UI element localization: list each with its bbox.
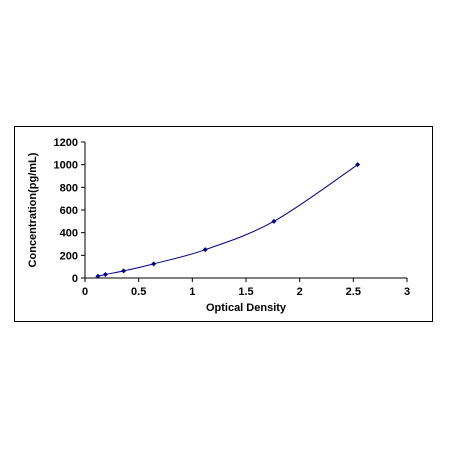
data-point <box>102 271 108 277</box>
y-axis-title: Concentration(pg/mL) <box>27 152 39 267</box>
x-tick-label: 3 <box>404 286 410 298</box>
data-point <box>355 162 361 168</box>
x-axis-title: Optical Density <box>206 302 287 314</box>
fitted-curve <box>97 164 358 277</box>
data-point <box>121 268 127 274</box>
data-point <box>202 247 208 253</box>
x-tick-label: 0 <box>82 286 88 298</box>
chart-frame <box>14 126 433 322</box>
y-tick-label: 400 <box>60 228 78 240</box>
x-tick-label: 1.5 <box>238 286 253 298</box>
x-axis-ticks: 0 0.5 1 1.5 2 2.5 3 <box>82 278 410 298</box>
x-tick-label: 1 <box>189 286 195 298</box>
data-point <box>151 261 157 267</box>
y-tick-label: 200 <box>60 250 78 262</box>
y-tick-label: 1000 <box>54 160 78 172</box>
y-tick-label: 600 <box>60 205 78 217</box>
y-tick-label: 800 <box>60 182 78 194</box>
x-tick-label: 2 <box>297 286 303 298</box>
y-axis-ticks: 0 200 400 600 800 1000 1200 <box>54 137 85 285</box>
data-point <box>271 218 277 224</box>
data-point <box>95 273 101 279</box>
axes <box>84 142 407 279</box>
y-tick-label: 0 <box>72 273 78 285</box>
x-tick-label: 0.5 <box>131 286 146 298</box>
y-tick-label: 1200 <box>54 137 78 149</box>
data-points <box>95 162 361 279</box>
x-tick-label: 2.5 <box>346 286 361 298</box>
